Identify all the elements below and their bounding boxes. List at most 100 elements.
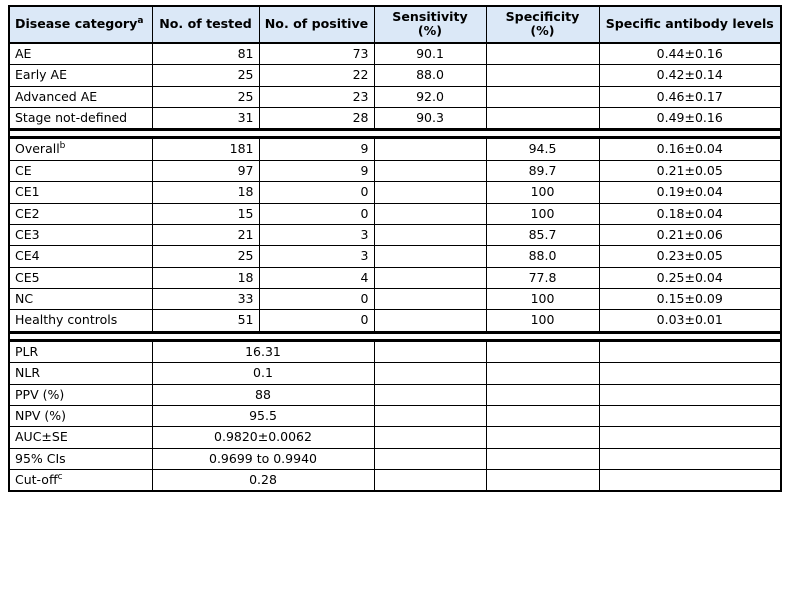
cell-specificity [485, 469, 600, 492]
footnote-marker-a: a [137, 16, 144, 27]
cell-no-of-tested: 18 [151, 181, 260, 204]
cell-specific-antibody-levels: 0.23±0.05 [598, 245, 782, 268]
table-row: NLR 0.1 [8, 362, 782, 385]
cell-disease-category: AUC±SE [8, 426, 153, 449]
cell-no-of-tested: 25 [151, 245, 260, 268]
cell-sensitivity [373, 309, 487, 333]
cell-specific-antibody-levels: 0.42±0.14 [598, 64, 782, 87]
cell-disease-category: CE4 [8, 245, 153, 268]
cell-specificity [485, 362, 600, 385]
cell-no-of-tested: 21 [151, 223, 260, 247]
cell-no-of-tested: 31 [151, 107, 260, 131]
cell-no-of-positive: 9 [258, 159, 375, 183]
column-header-no-of-positive: No. of positive [258, 5, 375, 44]
cell-sensitivity [373, 245, 487, 268]
cell-sensitivity [373, 362, 487, 385]
table-row: PPV (%) 88 [8, 383, 782, 406]
cell-sensitivity [373, 223, 487, 247]
cell-summary-value: 0.1 [151, 362, 375, 385]
cell-specificity: 100 [485, 181, 600, 204]
section-separator [9, 128, 781, 140]
cell-specificity [485, 383, 600, 406]
table-row: CE 97 9 89.7 0.21±0.05 [8, 159, 782, 183]
table-row: Cut-offc 0.28 [8, 469, 782, 492]
cell-no-of-positive: 4 [258, 266, 375, 290]
cell-sensitivity [373, 426, 487, 449]
cell-no-of-tested: 51 [151, 309, 260, 333]
cell-specific-antibody-levels [598, 426, 782, 449]
cell-specific-antibody-levels [598, 469, 782, 492]
cell-specific-antibody-levels: 0.21±0.05 [598, 159, 782, 183]
cell-no-of-positive: 9 [258, 137, 375, 161]
cell-no-of-tested: 18 [151, 266, 260, 290]
cell-specificity [485, 42, 600, 66]
header-row: Disease categorya No. of tested No. of p… [8, 5, 782, 44]
footnote-marker-b: b [59, 141, 66, 152]
cell-no-of-positive: 0 [258, 202, 375, 225]
table-row: CE5 18 4 77.8 0.25±0.04 [8, 266, 782, 290]
cell-specificity [485, 64, 600, 87]
cell-specific-antibody-levels [598, 383, 782, 406]
cell-disease-category: PLR [8, 339, 153, 364]
cell-summary-value: 16.31 [151, 339, 375, 364]
cell-sensitivity [373, 339, 487, 364]
cell-sensitivity: 90.1 [373, 42, 487, 66]
table-body: AE 81 73 90.1 0.44±0.16 Early AE 25 22 88.0 0.42±… [8, 42, 782, 492]
cell-disease-category: CE5 [8, 266, 153, 290]
cell-disease-category: CE1 [8, 181, 153, 204]
cell-sensitivity [373, 404, 487, 428]
cell-no-of-positive: 22 [258, 64, 375, 87]
cell-summary-value: 0.9699 to 0.9940 [151, 447, 375, 471]
table-row: Healthy controls 51 0 100 0.03±0.01 [8, 309, 782, 333]
cell-specificity [485, 85, 600, 109]
cell-specific-antibody-levels: 0.16±0.04 [598, 137, 782, 161]
cell-disease-category: PPV (%) [8, 383, 153, 406]
cell-specificity [485, 426, 600, 449]
footnote-marker-c: c [57, 471, 63, 482]
table-row: Advanced AE 25 23 92.0 0.46±0.17 [8, 85, 782, 109]
cell-specificity [485, 404, 600, 428]
cell-disease-category: Cut-offc [8, 469, 153, 492]
cell-no-of-tested: 33 [151, 288, 260, 311]
table-row: CE2 15 0 100 0.18±0.04 [8, 202, 782, 225]
cell-disease-category: Stage not-defined [8, 107, 153, 131]
cell-sensitivity [373, 469, 487, 492]
cell-disease-category: 95% CIs [8, 447, 153, 471]
cell-specific-antibody-levels: 0.15±0.09 [598, 288, 782, 311]
cell-disease-category: AE [8, 42, 153, 66]
cell-specificity [485, 447, 600, 471]
table-row: 95% CIs 0.9699 to 0.9940 [8, 447, 782, 471]
column-header-sensitivity: Sensitivity (%) [373, 5, 487, 44]
column-header-specificity: Specificity (%) [485, 5, 600, 44]
cell-no-of-positive: 3 [258, 223, 375, 247]
cell-specific-antibody-levels [598, 339, 782, 364]
cell-specific-antibody-levels [598, 447, 782, 471]
diagnostic-performance-table: Disease categorya No. of tested No. of p… [8, 5, 782, 493]
cell-sensitivity [373, 181, 487, 204]
cell-summary-value: 95.5 [151, 404, 375, 428]
cell-disease-category: CE2 [8, 202, 153, 225]
cell-disease-category: Healthy controls [8, 309, 153, 333]
cell-specific-antibody-levels [598, 404, 782, 428]
cell-disease-category: NC [8, 288, 153, 311]
column-header-disease-category: Disease categorya [8, 5, 153, 44]
cell-no-of-tested: 25 [151, 85, 260, 109]
table-row: AE 81 73 90.1 0.44±0.16 [8, 42, 782, 66]
cell-no-of-positive: 0 [258, 288, 375, 311]
cell-no-of-tested: 81 [151, 42, 260, 66]
table-row: CE3 21 3 85.7 0.21±0.06 [8, 223, 782, 247]
cell-disease-category: Advanced AE [8, 85, 153, 109]
cell-summary-value: 0.28 [151, 469, 375, 492]
table-header: Disease categorya No. of tested No. of p… [8, 5, 782, 44]
section-separator-rule [9, 128, 781, 140]
cell-sensitivity [373, 266, 487, 290]
column-header-specific-antibody-levels: Specific antibody levels [598, 5, 782, 44]
cell-specific-antibody-levels: 0.21±0.06 [598, 223, 782, 247]
cell-specific-antibody-levels: 0.18±0.04 [598, 202, 782, 225]
cell-specific-antibody-levels: 0.19±0.04 [598, 181, 782, 204]
table-container: Disease categorya No. of tested No. of p… [8, 5, 782, 493]
cell-no-of-tested: 15 [151, 202, 260, 225]
cell-specific-antibody-levels: 0.49±0.16 [598, 107, 782, 131]
table-row: AUC±SE 0.9820±0.0062 [8, 426, 782, 449]
cell-specific-antibody-levels: 0.46±0.17 [598, 85, 782, 109]
